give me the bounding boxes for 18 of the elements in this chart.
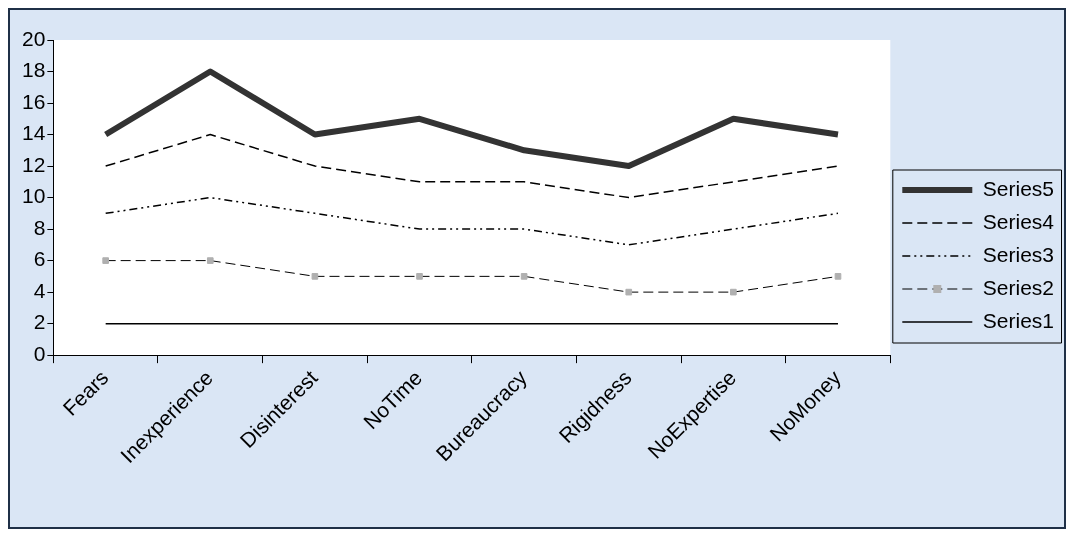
line-series — [104, 133, 839, 199]
y-tick-label: 18 — [22, 58, 46, 82]
line-series — [104, 196, 839, 246]
y-tick-label: 8 — [33, 215, 46, 239]
legend-label: Series1 — [982, 308, 1054, 332]
y-tick-label: 16 — [22, 89, 46, 113]
y-tick-label: 6 — [33, 247, 46, 271]
legend-label: Series3 — [982, 242, 1054, 266]
y-tick-label: 2 — [33, 310, 46, 334]
legend-label: Series2 — [982, 275, 1054, 299]
y-tick-label: 0 — [33, 341, 46, 365]
y-tick-label: 4 — [33, 278, 46, 302]
y-tick-label: 10 — [22, 184, 46, 208]
y-tick-label: 20 — [22, 26, 46, 50]
legend-label: Series5 — [982, 176, 1054, 200]
legend-label: Series4 — [982, 209, 1055, 233]
y-tick-label: 14 — [22, 121, 46, 145]
y-tick-label: 12 — [22, 152, 46, 176]
